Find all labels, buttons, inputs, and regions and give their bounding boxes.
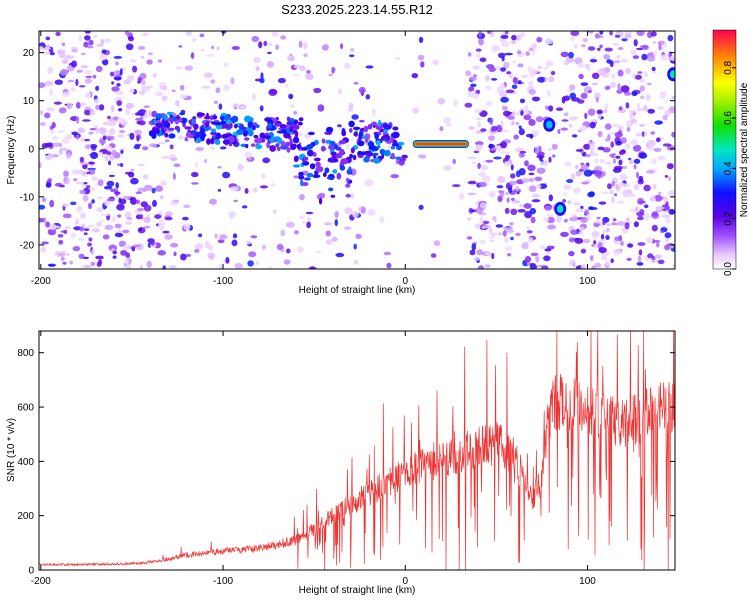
snr-y-axis: 0 200 400 600 800 [17, 348, 675, 577]
x-tick-label: -200 [31, 576, 51, 587]
y-tick-label: -20 [20, 240, 35, 251]
figure-title: S233.2025.223.14.55.R12 [281, 2, 433, 17]
colorbar-ticks: 0.0 0.2 0.4 0.6 0.8 [723, 60, 736, 276]
x-tick-label: -200 [31, 276, 51, 287]
snr-x-label: Height of straight line (km) [299, 585, 416, 596]
y-tick-label: 200 [17, 511, 34, 522]
spectrogram-heatmap [39, 31, 675, 269]
spectrogram-frame [38, 30, 676, 270]
snr-y-label: SNR (10 * v/v) [6, 418, 17, 482]
y-tick-label: 20 [23, 48, 35, 59]
y-tick-label: 0 [28, 566, 34, 577]
colorbar-tick-label: 0.0 [723, 262, 734, 276]
colorbar-label: Normalized spectral amplitude [739, 82, 750, 217]
colorbar: 0.0 0.2 0.4 0.6 0.8 Normalized spectral ampl… [712, 29, 750, 276]
x-tick-label: 100 [579, 276, 596, 287]
spectrogram-y-axis: -20 -10 0 10 20 [20, 48, 675, 251]
y-tick-label: 0 [28, 144, 34, 155]
x-tick-label: -100 [213, 276, 233, 287]
signal-blob [546, 120, 553, 129]
spectrogram-x-axis: -200 -100 0 100 [31, 31, 596, 287]
snr-frame [38, 330, 676, 571]
snr-series-line [39, 331, 675, 570]
signal-blob [556, 204, 564, 213]
spectrogram-y-label: Frequency (Hz) [6, 116, 17, 185]
colorbar-tick-label: 0.8 [723, 60, 734, 74]
y-tick-label: -10 [20, 192, 35, 203]
y-tick-label: 400 [17, 457, 34, 468]
snr-x-axis: -200 -100 0 100 [31, 331, 596, 587]
snr-panel: -200 -100 0 100 0 200 400 600 800 Height of str… [6, 330, 676, 596]
colorbar-gradient [712, 29, 737, 270]
colorbar-tick-label: 0.4 [723, 161, 734, 175]
colorbar-tick-label: 0.6 [723, 111, 734, 125]
y-tick-label: 600 [17, 403, 34, 414]
x-tick-label: 0 [403, 576, 409, 587]
spectrogram-noise [39, 31, 675, 269]
spectrogram-x-label: Height of straight line (km) [299, 285, 416, 296]
colorbar-tick-label: 0.2 [723, 211, 734, 225]
tone-band [414, 142, 468, 146]
y-tick-label: 10 [23, 96, 35, 107]
spectrogram-signal-cluster [148, 110, 408, 205]
signal-blob [669, 70, 675, 79]
x-tick-label: -100 [213, 576, 233, 587]
x-tick-label: 0 [403, 276, 409, 287]
x-tick-label: 100 [579, 576, 596, 587]
y-tick-label: 800 [17, 348, 34, 359]
